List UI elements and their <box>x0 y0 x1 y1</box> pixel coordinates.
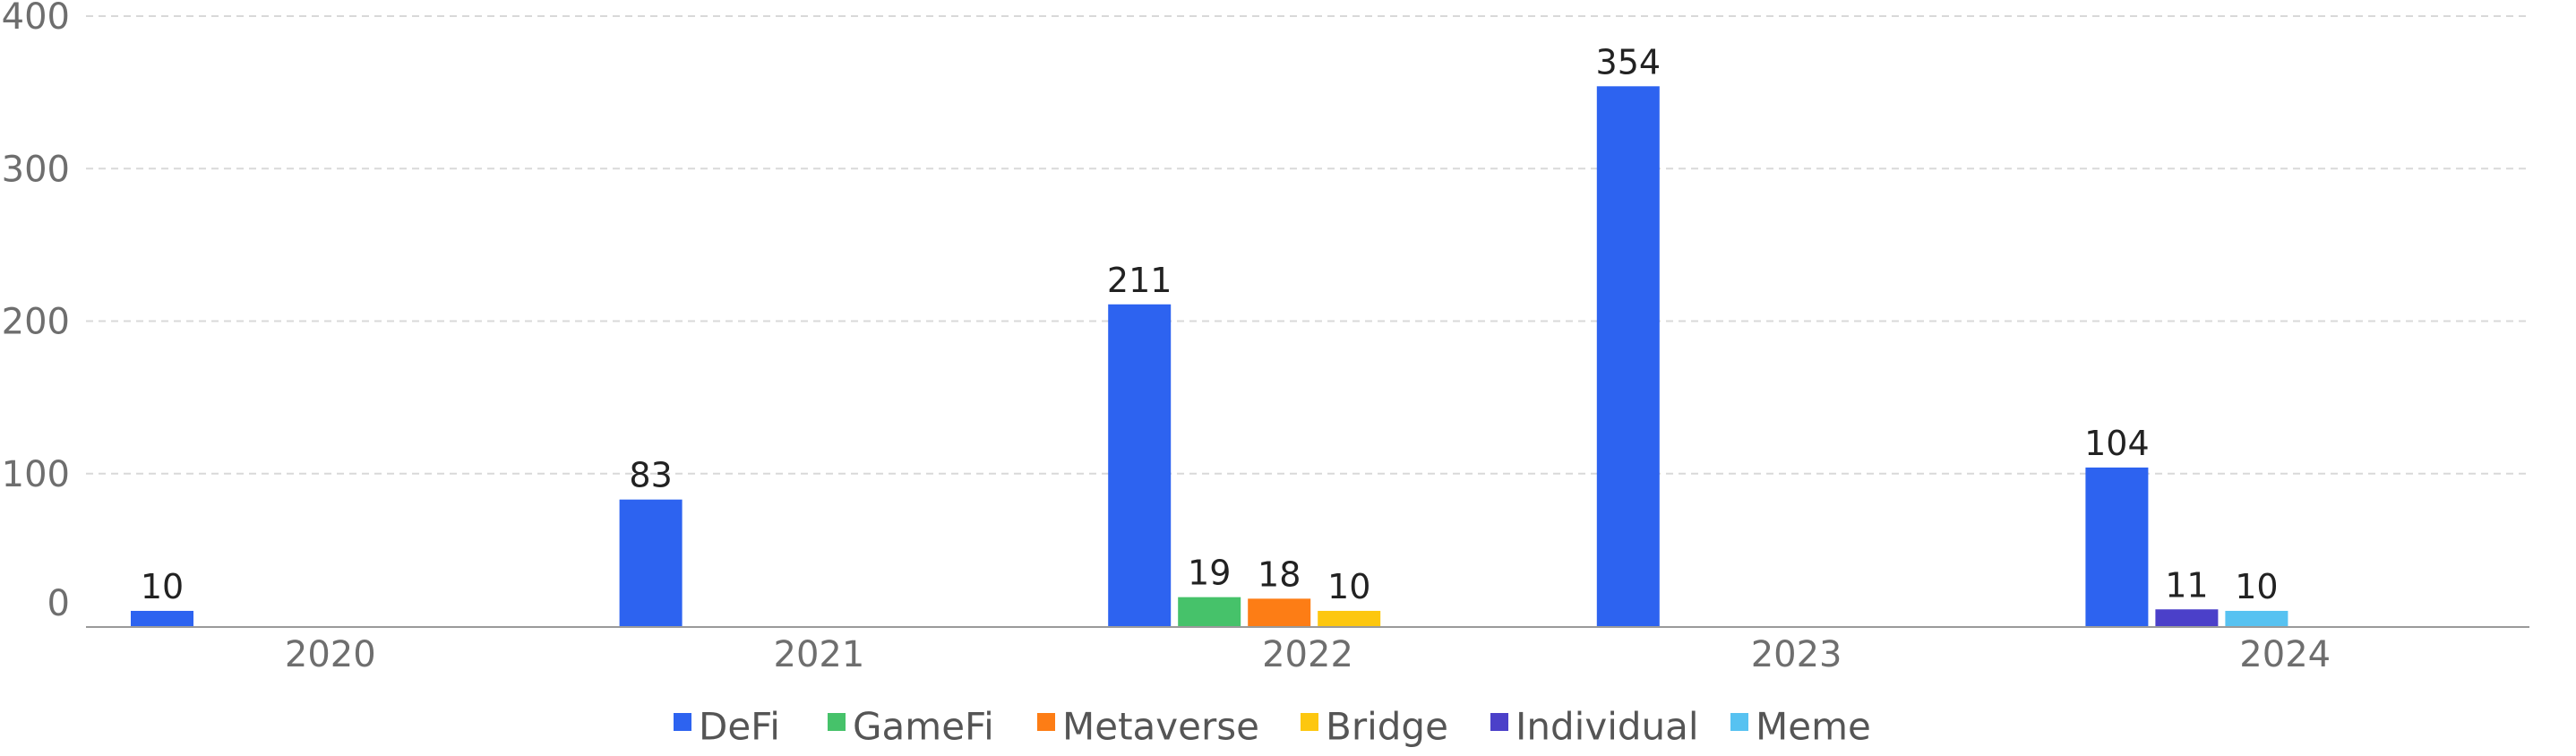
data-label-meme-2024: 10 <box>2235 567 2278 606</box>
data-label-bridge-2022: 10 <box>1327 567 1370 606</box>
legend-label: Metaverse <box>1062 705 1259 749</box>
legend-label: Meme <box>1756 705 1871 749</box>
bar-defi-2024 <box>2085 467 2149 626</box>
bar-defi-2023 <box>1596 86 1660 626</box>
legend-label: DeFi <box>699 705 780 749</box>
legend-label: GameFi <box>853 705 994 749</box>
bar-gamefi-2022 <box>1178 597 1241 626</box>
bar-meme-2024 <box>2225 610 2288 626</box>
y-tick-label: 0 <box>47 583 70 624</box>
legend-swatch <box>1301 713 1318 731</box>
legend-swatch <box>1037 713 1055 731</box>
bar-defi-2022 <box>1108 304 1172 626</box>
data-labels: 10 83 211 19 18 10 354 104 11 10 <box>141 42 2279 606</box>
data-label-individual-2024: 11 <box>2165 565 2208 605</box>
legend-item-defi[interactable]: DeFi <box>674 705 780 749</box>
legend-item-individual[interactable]: Individual <box>1490 705 1699 749</box>
legend: DeFi GameFi Metaverse Bridge Individual Meme <box>674 705 1871 749</box>
data-label-gamefi-2022: 19 <box>1188 554 1231 593</box>
data-label-metaverse-2022: 18 <box>1258 554 1301 594</box>
legend-label: Bridge <box>1326 705 1448 749</box>
y-tick-label: 100 <box>2 454 70 495</box>
x-tick-label: 2023 <box>1751 634 1842 675</box>
data-label-defi-2020: 10 <box>141 567 184 606</box>
data-label-defi-2024: 104 <box>2084 424 2150 463</box>
legend-swatch <box>828 713 846 731</box>
y-tick-label: 300 <box>2 149 70 190</box>
y-axis-ticks: 0 100 200 300 400 <box>2 0 70 624</box>
x-tick-label: 2020 <box>285 634 376 675</box>
data-label-defi-2023: 354 <box>1596 42 1662 82</box>
legend-swatch <box>1730 713 1748 731</box>
data-label-defi-2021: 83 <box>629 456 672 495</box>
data-label-defi-2022: 211 <box>1107 261 1172 300</box>
bars <box>131 86 2288 626</box>
x-axis-ticks: 2020 2021 2022 2023 2024 <box>285 634 2331 675</box>
y-tick-label: 200 <box>2 302 70 343</box>
legend-item-metaverse[interactable]: Metaverse <box>1037 705 1259 749</box>
legend-item-gamefi[interactable]: GameFi <box>828 705 994 749</box>
legend-item-meme[interactable]: Meme <box>1730 705 1871 749</box>
x-tick-label: 2024 <box>2239 634 2331 675</box>
legend-swatch <box>1490 713 1508 731</box>
legend-item-bridge[interactable]: Bridge <box>1301 705 1448 749</box>
bar-bridge-2022 <box>1318 610 1381 626</box>
legend-label: Individual <box>1516 705 1699 749</box>
bar-individual-2024 <box>2155 609 2219 626</box>
x-tick-label: 2021 <box>774 634 865 675</box>
grid-lines <box>86 15 2529 475</box>
bar-defi-2020 <box>131 610 193 626</box>
x-tick-label: 2022 <box>1262 634 1353 675</box>
bar-metaverse-2022 <box>1248 598 1311 626</box>
legend-swatch <box>674 713 691 731</box>
bar-defi-2021 <box>619 499 683 626</box>
y-tick-label: 400 <box>2 0 70 38</box>
